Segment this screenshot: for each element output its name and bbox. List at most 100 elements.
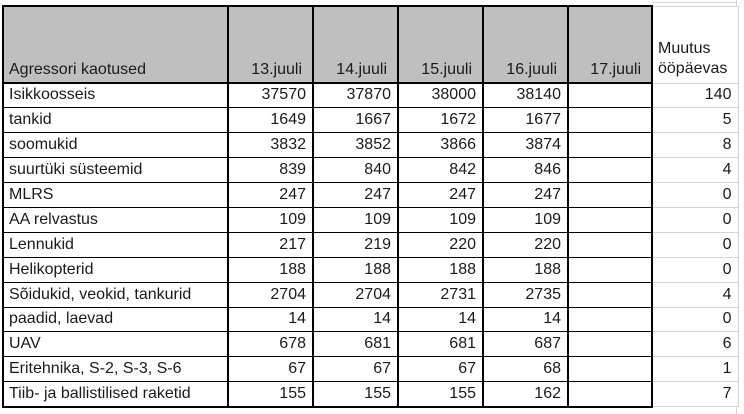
change-cell[interactable]: 1 — [652, 356, 739, 383]
value-cell[interactable]: 155 — [397, 381, 484, 408]
row-label-cell[interactable]: paadid, laevad — [2, 306, 229, 333]
value-cell[interactable]: 14 — [482, 306, 569, 333]
value-cell[interactable]: 37570 — [227, 82, 314, 109]
value-cell[interactable]: 2704 — [312, 281, 399, 308]
value-cell[interactable]: 846 — [482, 157, 569, 184]
row-label-cell[interactable]: Sõidukid, veokid, tankurid — [2, 281, 229, 308]
value-cell[interactable] — [567, 356, 653, 383]
value-cell[interactable]: 38000 — [397, 82, 484, 109]
change-cell[interactable]: 8 — [652, 132, 739, 159]
header-cell-date-15[interactable]: 15.juuli — [397, 5, 484, 84]
change-cell[interactable]: 0 — [652, 206, 739, 233]
value-cell[interactable]: 67 — [397, 356, 484, 383]
row-label-cell[interactable]: suurtüki süsteemid — [2, 157, 229, 184]
value-cell[interactable]: 247 — [312, 182, 399, 208]
value-cell[interactable]: 1649 — [227, 107, 314, 134]
row-label-cell[interactable]: Isikkoosseis — [2, 82, 229, 109]
value-cell[interactable] — [567, 157, 653, 184]
row-label-cell[interactable]: AA relvastus — [2, 206, 229, 233]
value-cell[interactable]: 678 — [227, 331, 314, 358]
header-cell-date-13[interactable]: 13.juuli — [227, 5, 314, 84]
value-cell[interactable]: 188 — [482, 256, 569, 283]
value-cell[interactable]: 3866 — [397, 132, 484, 159]
value-cell[interactable]: 37870 — [312, 82, 399, 109]
row-label-cell[interactable]: tankid — [2, 107, 229, 134]
change-cell[interactable]: 5 — [652, 107, 739, 134]
row-label-cell[interactable]: Tiib- ja ballistilised raketid — [2, 381, 229, 408]
table-row: Sõidukid, veokid, tankurid 2704 2704 273… — [2, 281, 739, 308]
value-cell[interactable]: 840 — [312, 157, 399, 184]
value-cell[interactable]: 219 — [312, 231, 399, 258]
header-cell-date-14[interactable]: 14.juuli — [312, 5, 399, 84]
row-label-cell[interactable]: Lennukid — [2, 231, 229, 258]
value-cell[interactable]: 220 — [482, 231, 569, 258]
value-cell[interactable] — [567, 281, 653, 308]
value-cell[interactable]: 1677 — [482, 107, 569, 134]
change-cell[interactable]: 4 — [652, 157, 739, 184]
value-cell[interactable]: 839 — [227, 157, 314, 184]
value-cell[interactable]: 67 — [312, 356, 399, 383]
row-label-cell[interactable]: UAV — [2, 331, 229, 358]
header-cell-daily-change[interactable]: Muutus ööpäevas — [652, 5, 739, 84]
value-cell[interactable]: 1667 — [312, 107, 399, 134]
row-label-cell[interactable]: MLRS — [2, 182, 229, 208]
change-cell[interactable]: 0 — [652, 306, 739, 333]
value-cell[interactable]: 162 — [482, 381, 569, 408]
value-cell[interactable]: 109 — [482, 206, 569, 233]
value-cell[interactable]: 220 — [397, 231, 484, 258]
value-cell[interactable] — [567, 206, 653, 233]
row-label-cell[interactable]: soomukid — [2, 132, 229, 159]
change-cell[interactable]: 0 — [652, 256, 739, 283]
value-cell[interactable] — [567, 231, 653, 258]
header-cell-date-16[interactable]: 16.juuli — [482, 5, 569, 84]
value-cell[interactable]: 38140 — [482, 82, 569, 109]
value-cell[interactable] — [567, 381, 653, 408]
header-cell-title[interactable]: Agressori kaotused — [2, 5, 229, 84]
value-cell[interactable] — [567, 306, 653, 333]
value-cell[interactable]: 155 — [227, 381, 314, 408]
value-cell[interactable]: 842 — [397, 157, 484, 184]
value-cell[interactable]: 155 — [312, 381, 399, 408]
value-cell[interactable] — [567, 182, 653, 208]
row-label-cell[interactable]: Helikopterid — [2, 256, 229, 283]
value-cell[interactable]: 67 — [227, 356, 314, 383]
value-cell[interactable]: 2731 — [397, 281, 484, 308]
value-cell[interactable]: 188 — [397, 256, 484, 283]
value-cell[interactable] — [567, 107, 653, 134]
value-cell[interactable]: 14 — [397, 306, 484, 333]
value-cell[interactable]: 3832 — [227, 132, 314, 159]
value-cell[interactable] — [567, 132, 653, 159]
value-cell[interactable]: 247 — [482, 182, 569, 208]
value-cell[interactable]: 14 — [312, 306, 399, 333]
value-cell[interactable]: 188 — [227, 256, 314, 283]
value-cell[interactable]: 217 — [227, 231, 314, 258]
value-cell[interactable] — [567, 256, 653, 283]
row-label-cell[interactable]: Eritehnika, S-2, S-3, S-6 — [2, 356, 229, 383]
change-cell[interactable]: 7 — [652, 381, 739, 408]
value-cell[interactable]: 687 — [482, 331, 569, 358]
value-cell[interactable]: 247 — [227, 182, 314, 208]
change-cell[interactable]: 4 — [652, 281, 739, 308]
value-cell[interactable] — [567, 82, 653, 109]
value-cell[interactable]: 681 — [312, 331, 399, 358]
change-cell[interactable]: 0 — [652, 231, 739, 258]
value-cell[interactable]: 109 — [312, 206, 399, 233]
value-cell[interactable]: 2735 — [482, 281, 569, 308]
header-cell-date-17[interactable]: 17.juuli — [567, 5, 653, 84]
change-cell[interactable]: 6 — [652, 331, 739, 358]
value-cell[interactable]: 247 — [397, 182, 484, 208]
value-cell[interactable] — [567, 331, 653, 358]
value-cell[interactable]: 109 — [227, 206, 314, 233]
table-row: UAV 678 681 681 687 6 — [2, 331, 739, 358]
value-cell[interactable]: 1672 — [397, 107, 484, 134]
change-cell[interactable]: 0 — [652, 182, 739, 208]
value-cell[interactable]: 2704 — [227, 281, 314, 308]
value-cell[interactable]: 188 — [312, 256, 399, 283]
value-cell[interactable]: 68 — [482, 356, 569, 383]
value-cell[interactable]: 109 — [397, 206, 484, 233]
value-cell[interactable]: 681 — [397, 331, 484, 358]
value-cell[interactable]: 14 — [227, 306, 314, 333]
value-cell[interactable]: 3874 — [482, 132, 569, 159]
value-cell[interactable]: 3852 — [312, 132, 399, 159]
change-cell[interactable]: 140 — [652, 82, 739, 109]
